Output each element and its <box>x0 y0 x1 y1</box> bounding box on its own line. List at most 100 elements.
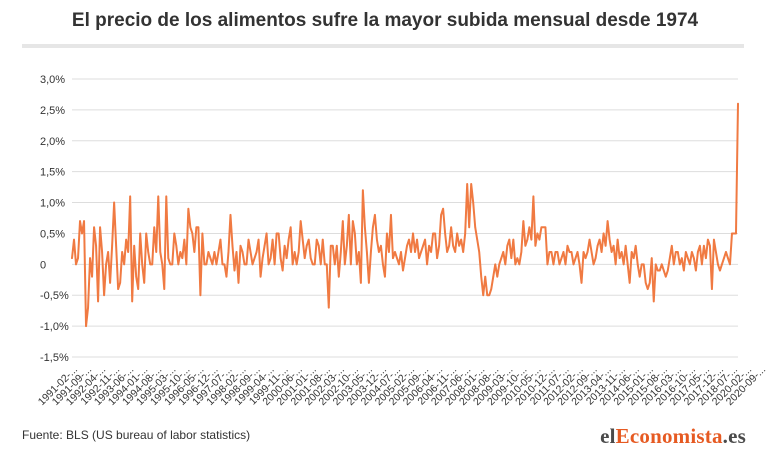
data-point <box>560 257 563 259</box>
data-point <box>697 251 699 253</box>
data-point <box>570 251 573 253</box>
data-point <box>191 232 194 235</box>
data-point <box>713 238 715 241</box>
data-point <box>151 263 154 266</box>
data-point <box>562 251 565 253</box>
data-point <box>338 275 340 278</box>
data-point <box>291 263 294 266</box>
data-point <box>350 263 352 266</box>
data-point <box>396 257 398 259</box>
data-point <box>193 251 196 253</box>
data-point <box>81 232 83 235</box>
data-point <box>580 282 583 284</box>
data-point <box>99 226 101 229</box>
data-point <box>620 251 623 253</box>
data-point <box>532 195 535 198</box>
data-point <box>426 263 428 266</box>
data-point <box>159 251 162 253</box>
data-point <box>297 251 300 253</box>
data-point <box>243 263 246 266</box>
data-point <box>576 251 579 253</box>
data-point <box>632 257 635 259</box>
data-point <box>229 214 232 216</box>
data-point <box>89 257 91 259</box>
data-point <box>107 251 109 253</box>
data-point <box>215 263 218 266</box>
data-point <box>656 269 659 272</box>
data-point <box>432 232 434 235</box>
data-point <box>173 232 176 235</box>
data-point <box>544 226 547 229</box>
data-point <box>723 257 725 259</box>
data-point <box>125 238 127 241</box>
y-tick-label: 0,5% <box>40 228 65 240</box>
data-point <box>406 245 408 247</box>
data-point <box>386 232 388 235</box>
data-point <box>362 189 364 191</box>
data-point <box>183 238 186 241</box>
data-point <box>689 263 691 266</box>
data-point <box>295 263 298 266</box>
data-point <box>281 269 284 272</box>
data-point <box>546 263 549 266</box>
data-point <box>404 257 406 259</box>
data-point <box>454 251 456 253</box>
data-point <box>388 251 390 253</box>
data-point <box>398 263 400 266</box>
data-point <box>622 263 625 266</box>
data-point <box>279 257 282 259</box>
data-point <box>93 226 95 229</box>
data-point <box>207 251 210 253</box>
data-point <box>470 183 473 185</box>
data-point <box>319 263 322 266</box>
data-point <box>482 294 485 297</box>
data-point <box>233 269 236 272</box>
data-point <box>612 245 615 247</box>
data-point <box>572 263 575 266</box>
data-point <box>602 232 605 235</box>
data-point <box>504 263 507 266</box>
data-point <box>468 226 470 229</box>
data-point <box>478 251 481 253</box>
data-point <box>731 232 733 235</box>
data-point <box>464 232 466 235</box>
data-point <box>669 257 671 259</box>
data-point <box>466 183 468 185</box>
data-point <box>129 195 131 198</box>
data-point <box>247 238 250 241</box>
data-point <box>97 300 99 303</box>
data-point <box>733 232 735 235</box>
data-point <box>115 245 117 247</box>
brand-logo: elEconomista.es <box>600 424 746 449</box>
data-point <box>510 257 513 259</box>
data-point <box>556 251 559 253</box>
data-point <box>624 245 627 247</box>
data-point <box>721 263 723 266</box>
data-point <box>227 251 230 253</box>
data-point <box>514 263 517 266</box>
data-point <box>683 269 685 272</box>
data-point <box>143 282 146 284</box>
data-point <box>301 238 304 241</box>
data-point <box>508 238 511 241</box>
data-point <box>203 263 206 266</box>
brand-logo-post: .es <box>722 424 746 448</box>
data-point <box>309 257 312 259</box>
data-point <box>354 232 356 235</box>
data-point <box>450 226 452 229</box>
data-point <box>382 263 384 266</box>
data-point <box>372 226 374 229</box>
data-point <box>400 251 402 253</box>
data-point <box>416 238 418 241</box>
data-point <box>231 245 234 247</box>
data-point <box>584 257 587 259</box>
data-point <box>161 263 164 266</box>
data-point <box>340 251 342 253</box>
data-point <box>303 257 306 259</box>
data-point <box>187 207 190 210</box>
data-point <box>265 232 268 235</box>
data-point <box>402 269 404 272</box>
data-point <box>305 245 308 247</box>
data-point <box>424 238 426 241</box>
chart-title: El precio de los alimentos sufre la mayo… <box>71 10 699 31</box>
